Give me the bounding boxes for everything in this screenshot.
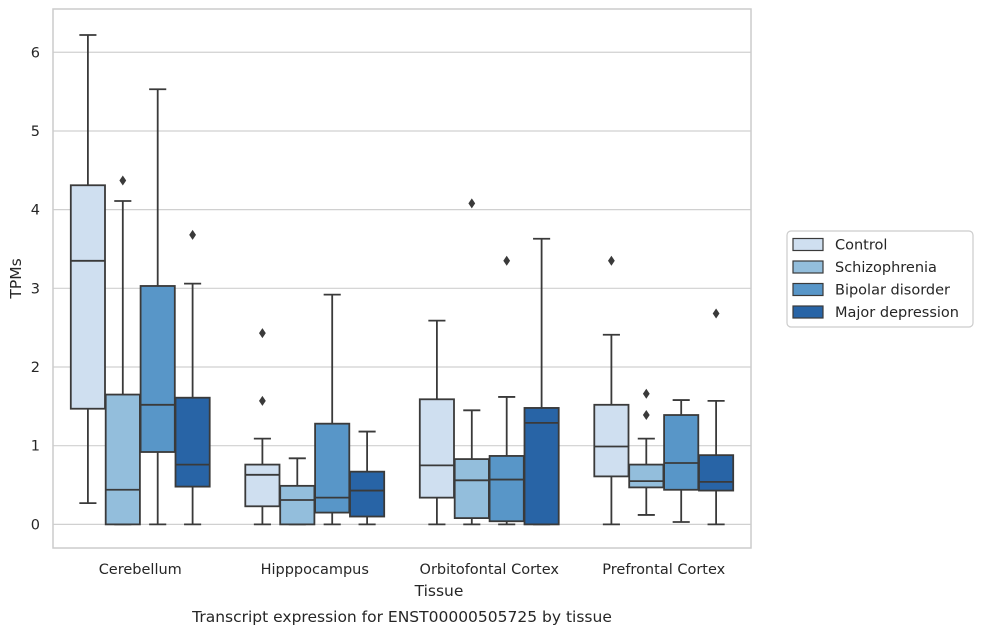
outlier-point xyxy=(119,175,127,186)
x-tick-label: Cerebellum xyxy=(99,562,182,578)
box-iqr xyxy=(174,396,211,488)
box-schizophrenia xyxy=(279,457,316,526)
y-tick-label: 3 xyxy=(31,281,40,297)
box-bipolar-disorder xyxy=(139,88,176,526)
legend-label: Major depression xyxy=(835,305,959,321)
box-iqr xyxy=(628,463,665,489)
x-tick-labels: Cerebellum Hipppocampus Orbitofontal Corte… xyxy=(99,562,726,578)
y-tick-label: 4 xyxy=(31,203,40,219)
outlier-point xyxy=(712,308,720,319)
outlier-point xyxy=(642,410,650,421)
outlier-point xyxy=(468,198,476,209)
box-iqr xyxy=(593,403,630,478)
outlier-point xyxy=(608,255,615,266)
box-major-depression xyxy=(174,229,211,526)
box-schizophrenia xyxy=(453,198,490,526)
legend-swatch xyxy=(792,282,824,297)
box-iqr xyxy=(314,422,351,514)
y-tick-label: 0 xyxy=(31,517,40,533)
box-major-depression xyxy=(349,430,386,526)
box-major-depression xyxy=(698,308,735,526)
box-control xyxy=(69,34,106,505)
box-bipolar-disorder xyxy=(488,255,525,526)
box-bipolar-disorder xyxy=(314,293,351,526)
box-iqr xyxy=(279,484,316,526)
box-iqr xyxy=(69,184,106,410)
box-iqr xyxy=(453,458,490,519)
y-tick-label: 5 xyxy=(31,124,40,140)
y-tick-labels: 0 1 2 3 4 5 6 xyxy=(31,45,40,533)
outlier-point xyxy=(189,229,196,240)
outlier-point xyxy=(259,395,266,406)
box-control xyxy=(418,319,455,526)
box-iqr xyxy=(349,470,386,518)
box-iqr xyxy=(418,398,455,499)
y-tick-label: 1 xyxy=(31,439,40,455)
box-schizophrenia xyxy=(104,175,141,526)
x-tick-label: Prefrontal Cortex xyxy=(602,562,725,578)
box-major-depression xyxy=(523,237,560,526)
box-iqr xyxy=(139,285,176,453)
legend: Control Schizophrenia Bipolar disorder Majo… xyxy=(786,230,974,328)
outlier-point xyxy=(642,388,650,399)
outlier-point xyxy=(503,255,511,266)
box-iqr xyxy=(104,393,141,526)
y-tick-label: 6 xyxy=(31,45,40,61)
outlier-point xyxy=(259,328,266,339)
box-schizophrenia xyxy=(628,388,665,516)
legend-label: Control xyxy=(835,238,887,254)
box-iqr xyxy=(488,455,525,523)
x-axis-label: Tissue xyxy=(414,582,464,600)
box-bipolar-disorder xyxy=(663,399,700,523)
x-tick-label: Orbitofontal Cortex xyxy=(420,562,560,578)
box-iqr xyxy=(663,414,700,491)
chart-caption: Transcript expression for ENST0000050572… xyxy=(191,608,612,626)
box-iqr xyxy=(244,463,281,508)
box-control xyxy=(593,255,630,526)
legend-label: Bipolar disorder xyxy=(835,283,950,299)
legend-swatch xyxy=(792,305,824,319)
box-iqr xyxy=(698,454,735,492)
box-iqr xyxy=(523,407,560,526)
plot-frame xyxy=(52,8,752,549)
y-tick-label: 2 xyxy=(31,360,40,376)
legend-swatch xyxy=(792,237,824,252)
y-axis-label: TPMs xyxy=(7,258,25,299)
legend-swatch xyxy=(792,260,824,274)
legend-label: Schizophrenia xyxy=(835,260,937,276)
box-control xyxy=(244,328,281,526)
legend-frame xyxy=(786,230,974,328)
box-groups xyxy=(69,34,735,526)
x-tick-label: Hipppocampus xyxy=(261,562,369,578)
